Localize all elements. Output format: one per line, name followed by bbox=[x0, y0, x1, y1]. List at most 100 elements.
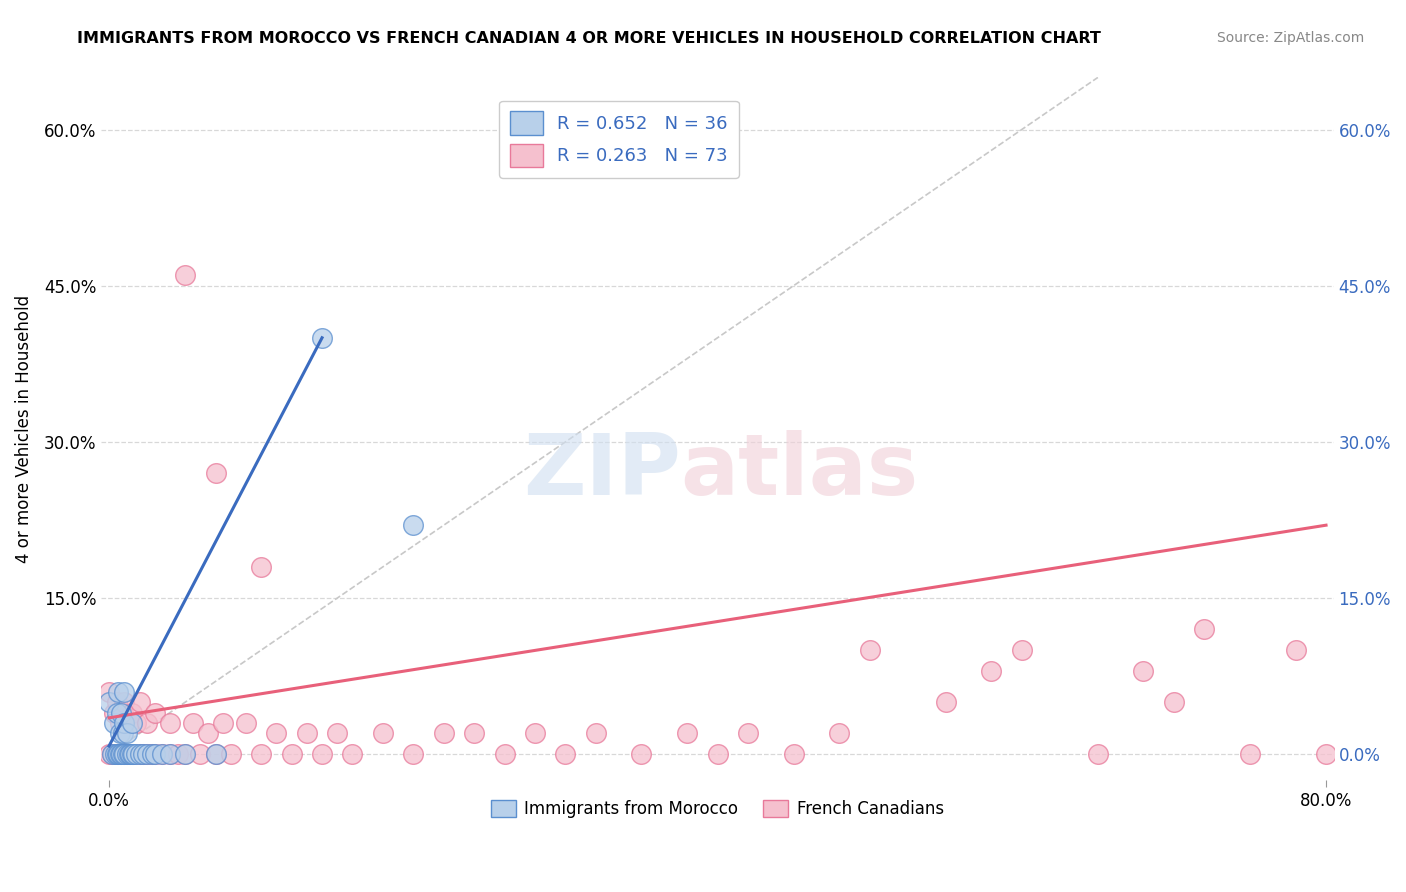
Point bbox=[131, 747, 153, 762]
Point bbox=[110, 747, 132, 762]
Text: IMMIGRANTS FROM MOROCCO VS FRENCH CANADIAN 4 OR MORE VEHICLES IN HOUSEHOLD CORRE: IMMIGRANTS FROM MOROCCO VS FRENCH CANADI… bbox=[77, 31, 1101, 46]
Point bbox=[98, 695, 121, 709]
Point bbox=[859, 643, 882, 657]
Text: atlas: atlas bbox=[681, 430, 920, 513]
Y-axis label: 4 or more Vehicles in Household: 4 or more Vehicles in Household bbox=[15, 295, 32, 563]
Point bbox=[402, 747, 425, 762]
Point bbox=[204, 466, 226, 480]
Point bbox=[150, 747, 173, 762]
Point bbox=[120, 747, 142, 762]
Point bbox=[105, 706, 128, 720]
Point bbox=[103, 706, 125, 720]
Point bbox=[188, 747, 211, 762]
Point bbox=[554, 747, 576, 762]
Point bbox=[433, 726, 456, 740]
Point bbox=[112, 685, 135, 699]
Point bbox=[204, 747, 226, 762]
Point bbox=[104, 747, 127, 762]
Point bbox=[143, 747, 166, 762]
Point bbox=[676, 726, 699, 740]
Point bbox=[108, 716, 131, 731]
Point bbox=[112, 747, 135, 762]
Point bbox=[585, 726, 607, 740]
Point bbox=[118, 747, 141, 762]
Point bbox=[111, 726, 134, 740]
Point bbox=[197, 726, 219, 740]
Point bbox=[108, 726, 131, 740]
Point bbox=[125, 716, 148, 731]
Point bbox=[117, 747, 139, 762]
Point bbox=[111, 706, 134, 720]
Point bbox=[117, 726, 139, 740]
Point bbox=[107, 747, 129, 762]
Point bbox=[782, 747, 804, 762]
Point bbox=[706, 747, 728, 762]
Point bbox=[150, 747, 173, 762]
Point bbox=[1163, 695, 1185, 709]
Point bbox=[136, 747, 159, 762]
Point bbox=[128, 747, 150, 762]
Point bbox=[105, 747, 128, 762]
Point bbox=[101, 747, 124, 762]
Point bbox=[737, 726, 759, 740]
Point bbox=[295, 726, 318, 740]
Point bbox=[342, 747, 364, 762]
Point bbox=[110, 706, 132, 720]
Point bbox=[212, 716, 235, 731]
Point bbox=[98, 747, 121, 762]
Point bbox=[159, 716, 181, 731]
Point bbox=[1315, 747, 1337, 762]
Point bbox=[118, 716, 141, 731]
Point bbox=[266, 726, 288, 740]
Point bbox=[166, 747, 188, 762]
Point bbox=[174, 268, 197, 283]
Point bbox=[112, 716, 135, 731]
Point bbox=[141, 747, 163, 762]
Point bbox=[131, 747, 153, 762]
Point bbox=[402, 518, 425, 533]
Point bbox=[121, 747, 143, 762]
Point bbox=[280, 747, 302, 762]
Point bbox=[204, 747, 226, 762]
Point bbox=[630, 747, 652, 762]
Point bbox=[117, 747, 139, 762]
Point bbox=[828, 726, 851, 740]
Point bbox=[174, 747, 197, 762]
Legend: Immigrants from Morocco, French Canadians: Immigrants from Morocco, French Canadian… bbox=[485, 793, 950, 825]
Point bbox=[1087, 747, 1109, 762]
Point bbox=[935, 695, 957, 709]
Point bbox=[235, 716, 257, 731]
Point bbox=[250, 559, 273, 574]
Point bbox=[112, 695, 135, 709]
Point bbox=[159, 747, 181, 762]
Point bbox=[311, 331, 333, 345]
Point bbox=[125, 747, 148, 762]
Point bbox=[174, 747, 197, 762]
Point bbox=[494, 747, 516, 762]
Point bbox=[136, 747, 159, 762]
Point bbox=[122, 747, 145, 762]
Point bbox=[250, 747, 273, 762]
Point bbox=[980, 664, 1002, 678]
Point bbox=[181, 716, 204, 731]
Point bbox=[371, 726, 394, 740]
Text: ZIP: ZIP bbox=[523, 430, 681, 513]
Point bbox=[524, 726, 547, 740]
Point bbox=[121, 706, 143, 720]
Point bbox=[326, 726, 349, 740]
Point bbox=[143, 747, 166, 762]
Point bbox=[1284, 643, 1306, 657]
Point bbox=[141, 747, 163, 762]
Point bbox=[219, 747, 242, 762]
Point bbox=[311, 747, 333, 762]
Point bbox=[143, 706, 166, 720]
Point bbox=[98, 685, 121, 699]
Point bbox=[101, 747, 124, 762]
Point bbox=[159, 747, 181, 762]
Point bbox=[110, 747, 132, 762]
Point bbox=[136, 716, 159, 731]
Point bbox=[1194, 623, 1216, 637]
Point bbox=[121, 747, 143, 762]
Point bbox=[463, 726, 485, 740]
Point bbox=[112, 747, 135, 762]
